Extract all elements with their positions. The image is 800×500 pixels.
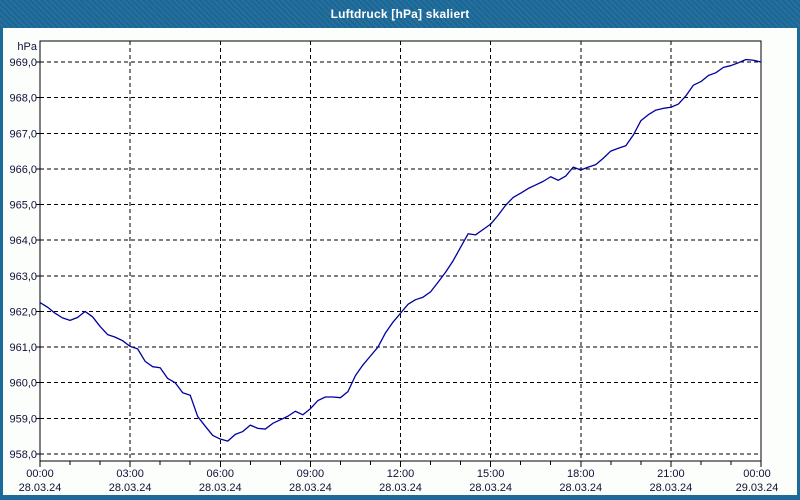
y-tick-label: 960,0 [9, 378, 37, 390]
x-tick-time-label: 15:00 [477, 468, 505, 480]
y-tick-label: 964,0 [9, 235, 37, 247]
x-tick-date-label: 28.03.24 [109, 482, 152, 494]
x-tick-time-label: 09:00 [297, 468, 325, 480]
x-tick-time-label: 06:00 [206, 468, 234, 480]
window-title: Luftdruck [hPa] skaliert [330, 7, 470, 21]
x-tick-date-label: 28.03.24 [469, 482, 512, 494]
y-tick-label: 961,0 [9, 342, 37, 354]
pressure-chart: 969,0 968,0 967,0 966,0 965,0 964,0 963,0 962,0… [9, 40, 779, 494]
x-tick-date-label: 28.03.24 [649, 482, 692, 494]
pressure-series-line [39, 58, 762, 442]
y-tick-label: 966,0 [9, 164, 37, 176]
x-tick-time-label: 00:00 [26, 468, 54, 480]
x-tick-time-label: 03:00 [116, 468, 144, 480]
x-tick-time-label: 21:00 [657, 468, 685, 480]
y-tick-label: 969,0 [9, 57, 37, 69]
y-tick-label: 958,0 [9, 449, 37, 461]
x-tick-date-label: 28.03.24 [199, 482, 242, 494]
chart-panel: 969,0 968,0 967,0 966,0 965,0 964,0 963,0 962,0… [3, 28, 797, 495]
x-tick-date-label: 28.03.24 [559, 482, 602, 494]
y-tick-label: 965,0 [9, 200, 37, 212]
y-tick-label: 967,0 [9, 128, 37, 140]
x-tick-time-label: 12:00 [387, 468, 415, 480]
x-tick-date-label: 28.03.24 [289, 482, 332, 494]
y-tick-label: 963,0 [9, 271, 37, 283]
x-tick-date-label: 28.03.24 [19, 482, 62, 494]
window-title-bar[interactable]: Luftdruck [hPa] skaliert [0, 0, 800, 28]
y-tick-label: 962,0 [9, 306, 37, 318]
x-tick-date-label: 29.03.24 [736, 482, 779, 494]
y-tick-label: 968,0 [9, 93, 37, 105]
x-tick-time-label: 18:00 [567, 468, 595, 480]
y-axis-unit-label: hPa [17, 41, 37, 53]
plot-border [39, 40, 762, 462]
y-tick-label: 959,0 [9, 413, 37, 425]
x-tick-time-label: 00:00 [743, 468, 771, 480]
x-tick-date-label: 28.03.24 [379, 482, 422, 494]
